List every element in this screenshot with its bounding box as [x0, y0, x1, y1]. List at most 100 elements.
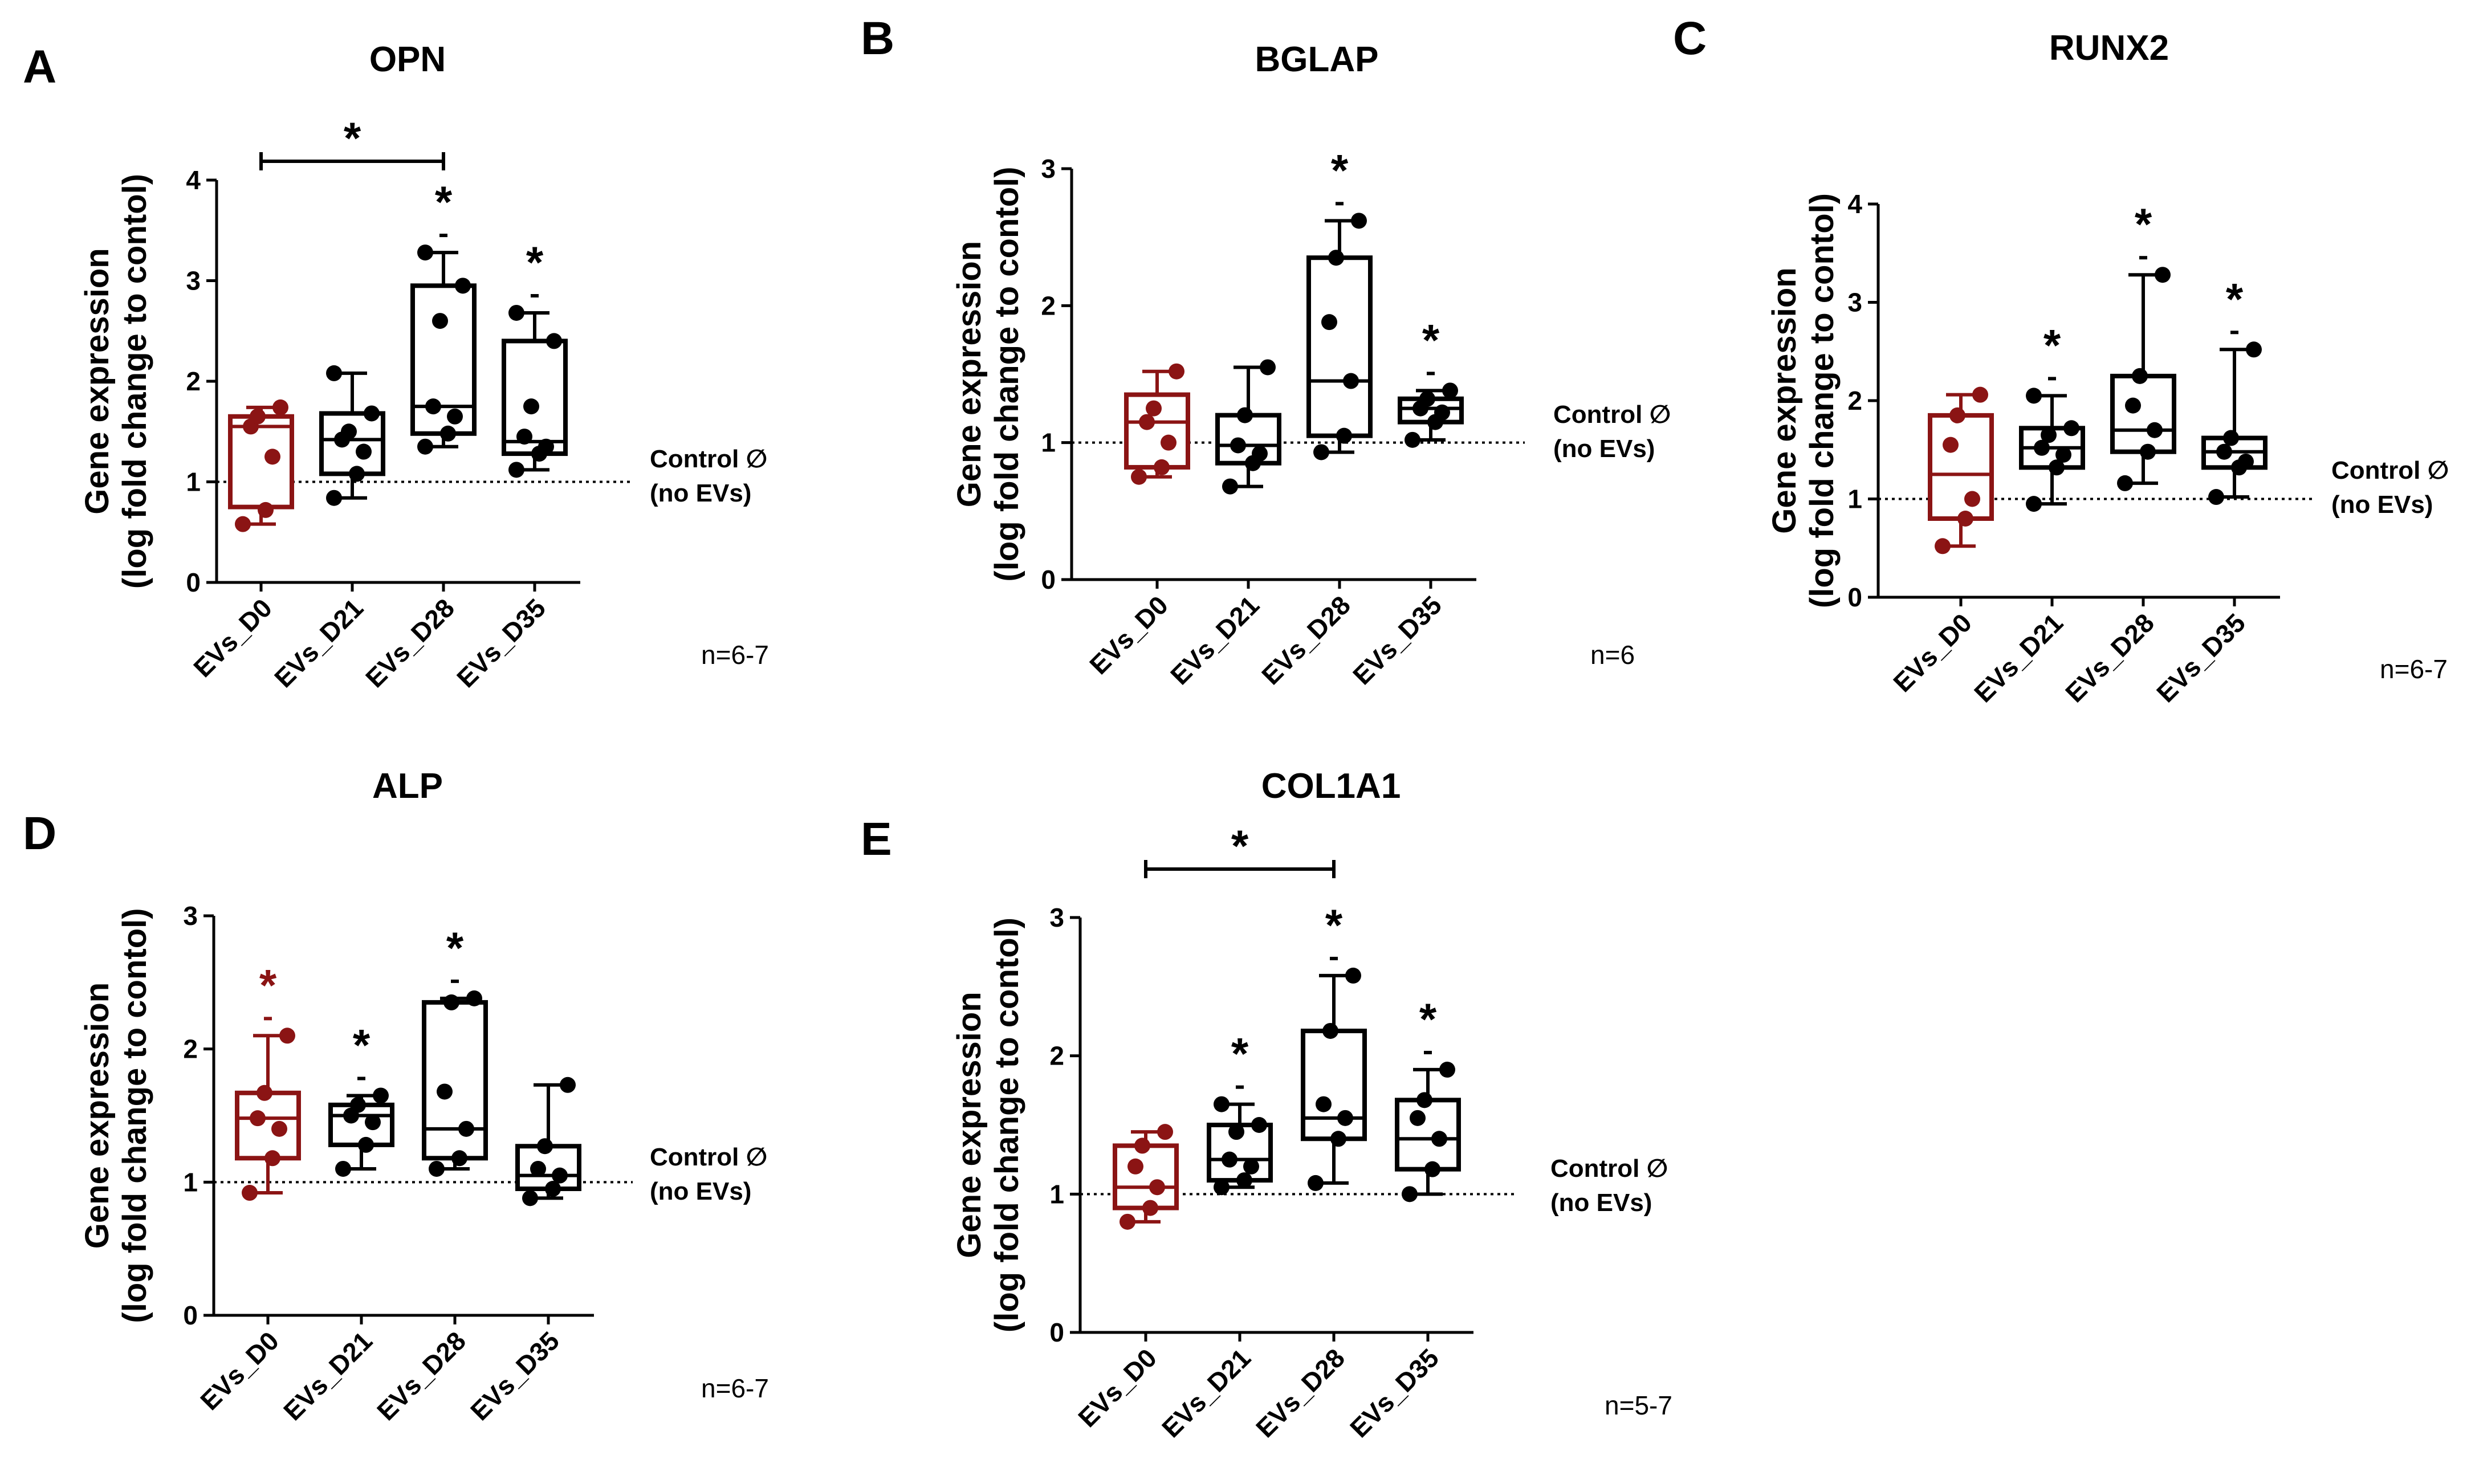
data-point	[552, 1167, 568, 1184]
data-point	[364, 405, 380, 422]
data-point	[530, 1160, 546, 1177]
x-tick-label: EVs_D21	[268, 593, 369, 693]
x-tick-label: EVs_D21	[1968, 608, 2069, 708]
box-evs-d28: *	[2110, 199, 2176, 491]
data-point	[1410, 1110, 1426, 1126]
data-point	[349, 466, 365, 482]
data-point	[1424, 1161, 1440, 1177]
significance-star: *	[1231, 1029, 1249, 1079]
y-tick-label: 1	[1847, 484, 1862, 514]
data-point	[1127, 1158, 1143, 1175]
box-iqr	[1306, 255, 1373, 438]
y-tick-label: 1	[1041, 428, 1056, 458]
y-tick-label: 2	[1049, 1041, 1064, 1071]
y-tick-label: 0	[186, 568, 201, 597]
data-point	[242, 1185, 258, 1201]
data-point	[1214, 1096, 1230, 1112]
panel-title: RUNX2	[2049, 28, 2169, 68]
x-tick-label: EVs_D28	[1250, 1343, 1350, 1443]
y-axis-title-line1: Gene expression	[951, 992, 988, 1258]
data-point	[1237, 407, 1253, 423]
data-point	[1313, 444, 1329, 460]
data-point	[2026, 388, 2042, 404]
data-point	[417, 244, 433, 261]
data-point	[1236, 1172, 1252, 1189]
data-point	[264, 1150, 280, 1167]
significance-star: *	[446, 923, 464, 973]
data-point	[1169, 363, 1184, 380]
panel-letter: C	[1673, 13, 1707, 64]
control-sublabel: (no EVs)	[650, 479, 751, 507]
data-point	[264, 449, 280, 465]
data-point	[250, 1110, 266, 1127]
x-tick-label: EVs_D0	[188, 593, 278, 683]
data-point	[1943, 437, 1959, 453]
box-evs-d28: *	[1301, 900, 1367, 1191]
bracket-star: *	[1231, 821, 1249, 871]
y-axis-title-line2: (log fold change to contol)	[116, 174, 153, 589]
significance-star: *	[259, 960, 277, 1010]
data-point	[2063, 420, 2079, 437]
data-point	[516, 429, 532, 445]
data-point	[1405, 431, 1420, 448]
data-point	[235, 516, 251, 532]
data-point	[1142, 1200, 1158, 1216]
box-iqr	[410, 283, 477, 436]
data-point	[326, 490, 342, 506]
data-point	[443, 994, 459, 1010]
data-point	[356, 443, 372, 460]
n-label: n=6	[1590, 640, 1635, 670]
box-evs-d0: *	[235, 960, 301, 1201]
y-axis-title: Gene expression(log fold change to conto…	[79, 908, 153, 1323]
y-tick-label: 1	[186, 467, 201, 497]
data-point	[1439, 1061, 1455, 1078]
data-point	[2155, 267, 2171, 283]
y-tick-label: 3	[183, 901, 198, 931]
data-point	[440, 425, 456, 442]
box-evs-d28: *	[1306, 145, 1373, 460]
x-tick-label: EVs_D35	[451, 593, 551, 693]
panel-letter: D	[23, 808, 56, 859]
data-point	[2026, 496, 2042, 512]
control-label: Control ∅	[1550, 1155, 1668, 1183]
data-point	[2041, 427, 2057, 443]
box-evs-d0	[1124, 363, 1190, 485]
box-iqr	[1301, 1028, 1367, 1141]
x-tick-label: EVs_D21	[1156, 1343, 1256, 1443]
control-sublabel: (no EVs)	[1550, 1189, 1652, 1217]
data-point	[1230, 437, 1246, 454]
data-point	[560, 1077, 576, 1093]
data-point	[1214, 1179, 1230, 1196]
data-point	[2132, 368, 2148, 384]
panel-d: D ALP Gene expression(log fold change to c…	[23, 767, 769, 1426]
data-point	[417, 438, 433, 455]
panel-letter: B	[861, 13, 894, 64]
panel-b: B BGLAP Gene expression(log fold change to…	[861, 13, 1671, 690]
y-axis-title-line1: Gene expression	[79, 982, 116, 1249]
box-iqr	[1124, 392, 1190, 470]
box-evs-d21	[319, 365, 385, 506]
x-tick-label: EVs_D0	[1084, 590, 1174, 680]
data-point	[1351, 213, 1367, 229]
data-point	[350, 1096, 366, 1113]
y-tick-label: 0	[1041, 565, 1056, 594]
data-point	[1251, 1117, 1267, 1133]
panel-c: C RUNX2 Gene expression(log fold change to…	[1673, 13, 2449, 708]
data-point	[1416, 1092, 1432, 1108]
panel-title: ALP	[372, 767, 443, 806]
panel-title: OPN	[369, 40, 446, 79]
y-tick-label: 2	[186, 366, 201, 396]
data-point	[546, 333, 562, 349]
data-point	[1402, 1186, 1418, 1202]
control-label: Control ∅	[2331, 456, 2449, 484]
panel-title: BGLAP	[1255, 40, 1379, 79]
x-tick-label: EVs_D28	[360, 593, 460, 693]
box-evs-d35	[515, 1077, 581, 1206]
data-point	[279, 1028, 295, 1044]
bracket-star: *	[344, 113, 361, 163]
data-point	[1345, 967, 1361, 984]
box-iqr	[502, 339, 568, 456]
box-iqr	[422, 1000, 488, 1161]
y-tick-label: 3	[186, 266, 201, 296]
data-point	[1316, 1096, 1332, 1112]
